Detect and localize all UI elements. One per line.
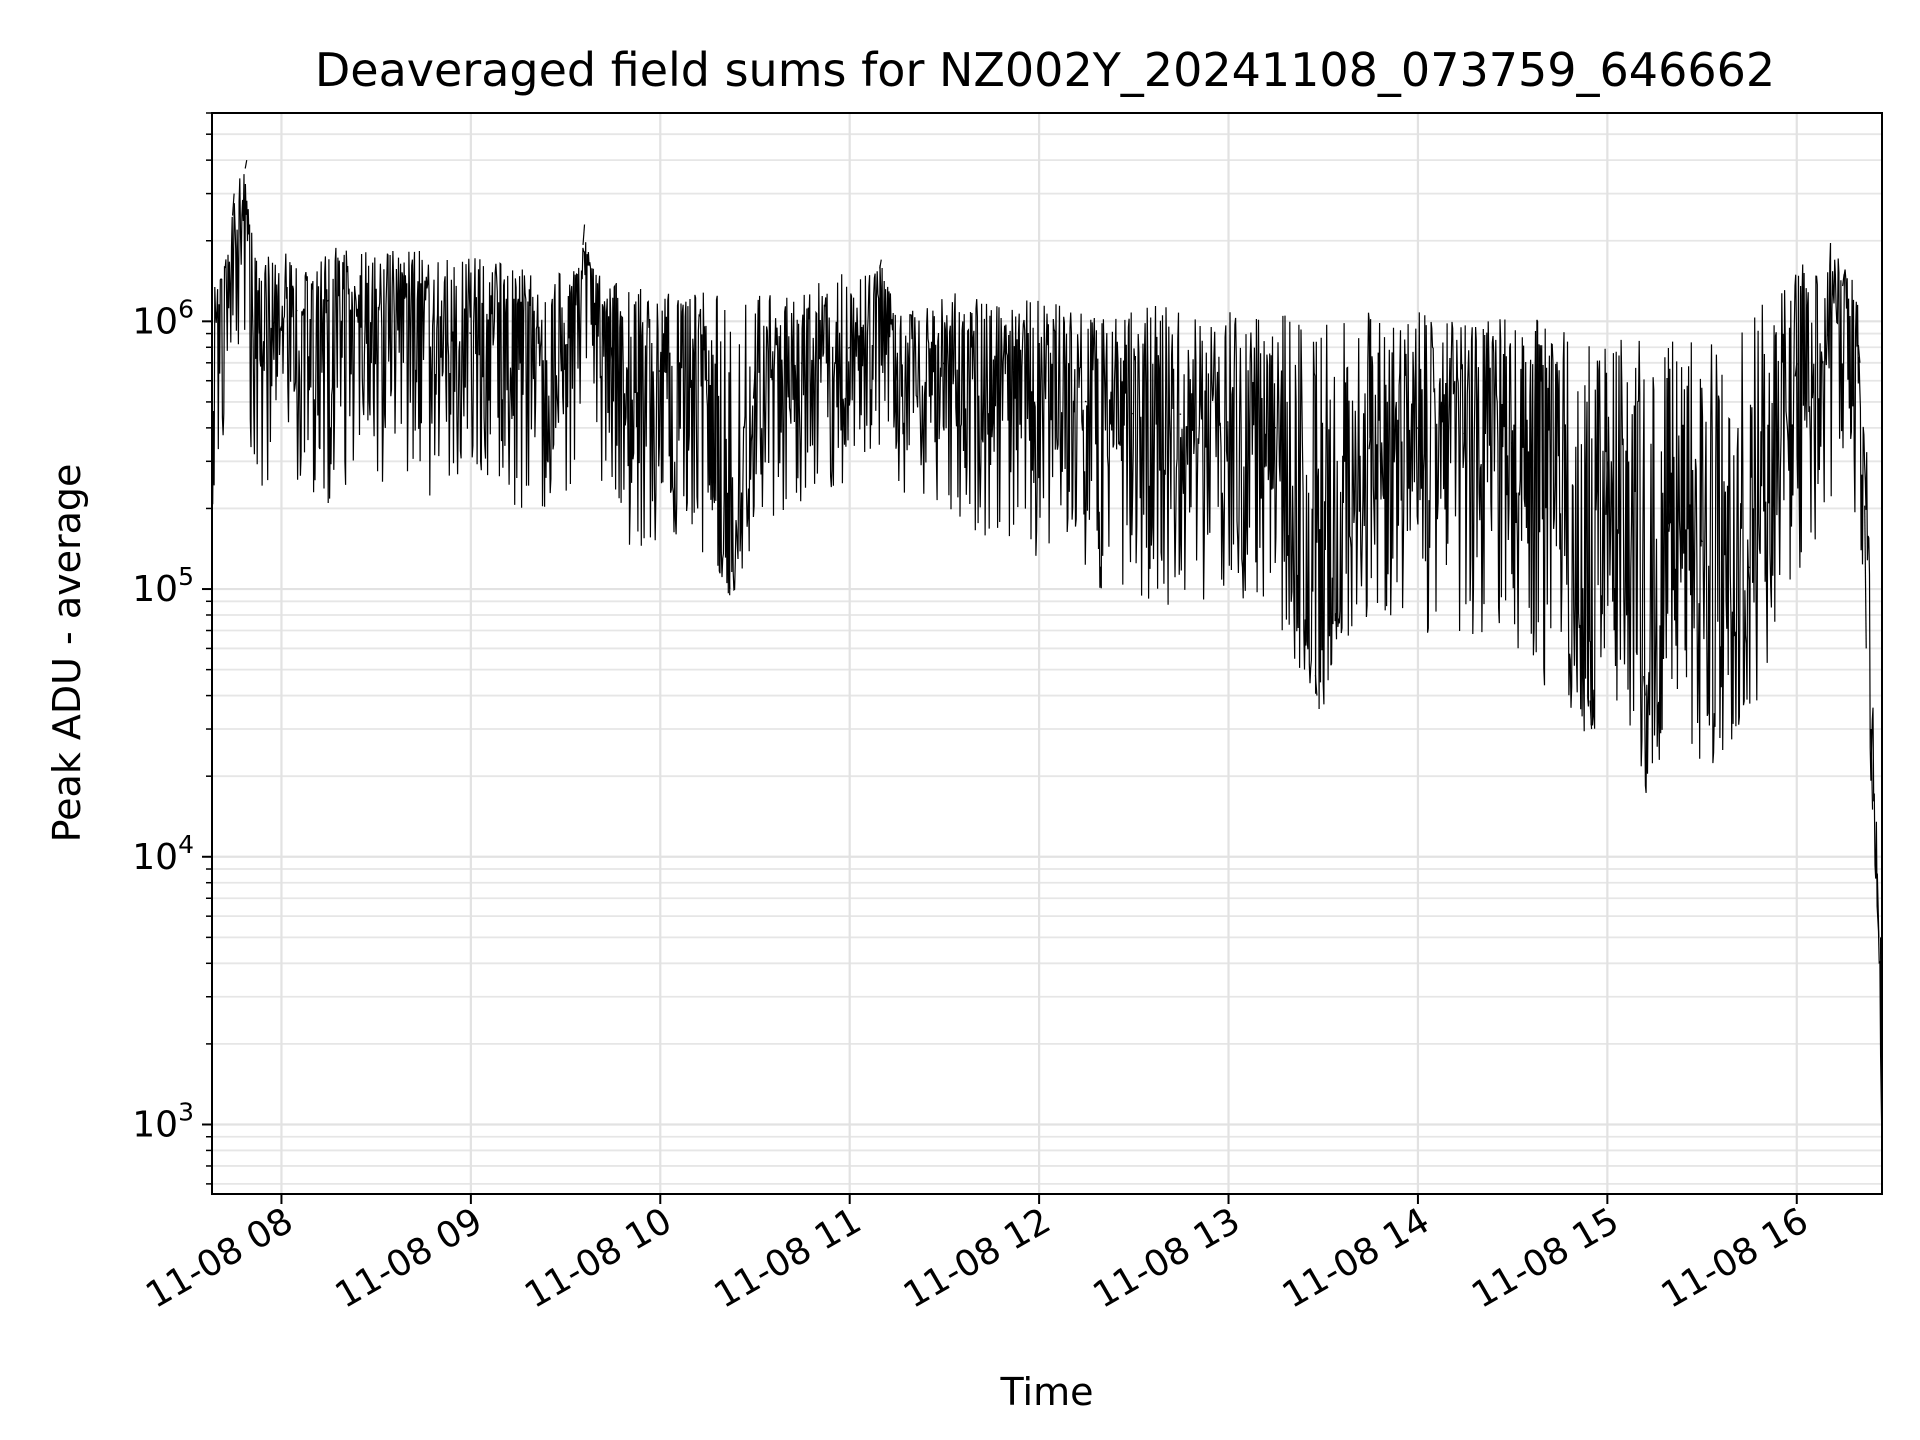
y-tick-label: 104	[132, 830, 194, 878]
data-spike	[1668, 508, 1672, 532]
data-spike	[257, 290, 260, 334]
data-spike	[1700, 538, 1703, 543]
series-line	[211, 174, 1883, 1151]
data-spike	[1857, 345, 1861, 363]
plot-area	[212, 113, 1882, 1194]
y-axis-label: Peak ADU - average	[45, 464, 89, 843]
data-spike	[1876, 873, 1880, 938]
data-spike	[847, 346, 851, 349]
chart-title: Deaveraged field sums for NZ002Y_2024110…	[315, 43, 1775, 97]
data-spike	[1314, 674, 1318, 696]
data-spike	[1132, 412, 1135, 415]
plot-frame	[211, 112, 1883, 1195]
data-spike	[1643, 676, 1646, 696]
data-spike	[989, 379, 993, 382]
data-spike	[421, 320, 424, 322]
y-tick-label: 103	[132, 1097, 194, 1145]
data-spike	[727, 559, 731, 590]
x-axis-label: Time	[1000, 1370, 1094, 1414]
data-spike	[1826, 333, 1829, 337]
data-spike	[1605, 461, 1608, 515]
data-spike	[1794, 362, 1798, 377]
data-spike	[295, 309, 298, 313]
data-spike	[1870, 729, 1874, 810]
data-spike	[1084, 400, 1087, 403]
data-spike	[231, 193, 235, 216]
series-layer	[211, 160, 1883, 1151]
major-grid	[212, 113, 1882, 1194]
y-tick-label: 105	[132, 562, 194, 610]
data-spike	[1589, 700, 1593, 730]
y-tick-exponent: 6	[178, 294, 194, 323]
data-spike	[1510, 442, 1513, 444]
data-spike	[1226, 421, 1229, 423]
data-spike	[879, 259, 882, 269]
data-spike	[942, 362, 945, 365]
y-tick-exponent: 5	[178, 562, 194, 591]
data-spike	[1037, 389, 1040, 392]
y-tick-base: 10	[132, 837, 178, 878]
data-spike	[1747, 565, 1750, 569]
y-tick-base: 10	[132, 569, 178, 610]
data-spike	[326, 299, 330, 302]
y-tick-base: 10	[132, 301, 178, 342]
data-spike	[244, 160, 248, 169]
data-spike	[374, 309, 377, 311]
y-tick-exponent: 3	[178, 1097, 194, 1126]
data-spike	[1864, 505, 1867, 649]
data-spike	[273, 321, 276, 325]
data-spike	[582, 224, 586, 245]
data-spike	[1368, 433, 1372, 450]
data-spike	[705, 379, 708, 382]
data-spike	[800, 362, 803, 364]
data-spike	[469, 332, 472, 335]
data-spike	[610, 347, 614, 363]
data-spike	[752, 371, 756, 399]
data-spike	[658, 370, 661, 372]
data-spike	[516, 345, 519, 348]
data-spike	[1842, 274, 1845, 287]
y-tick-label: 106	[132, 294, 194, 342]
y-tick-exponent: 4	[178, 830, 194, 859]
data-spike	[894, 356, 898, 381]
y-tick-base: 10	[132, 1104, 178, 1145]
